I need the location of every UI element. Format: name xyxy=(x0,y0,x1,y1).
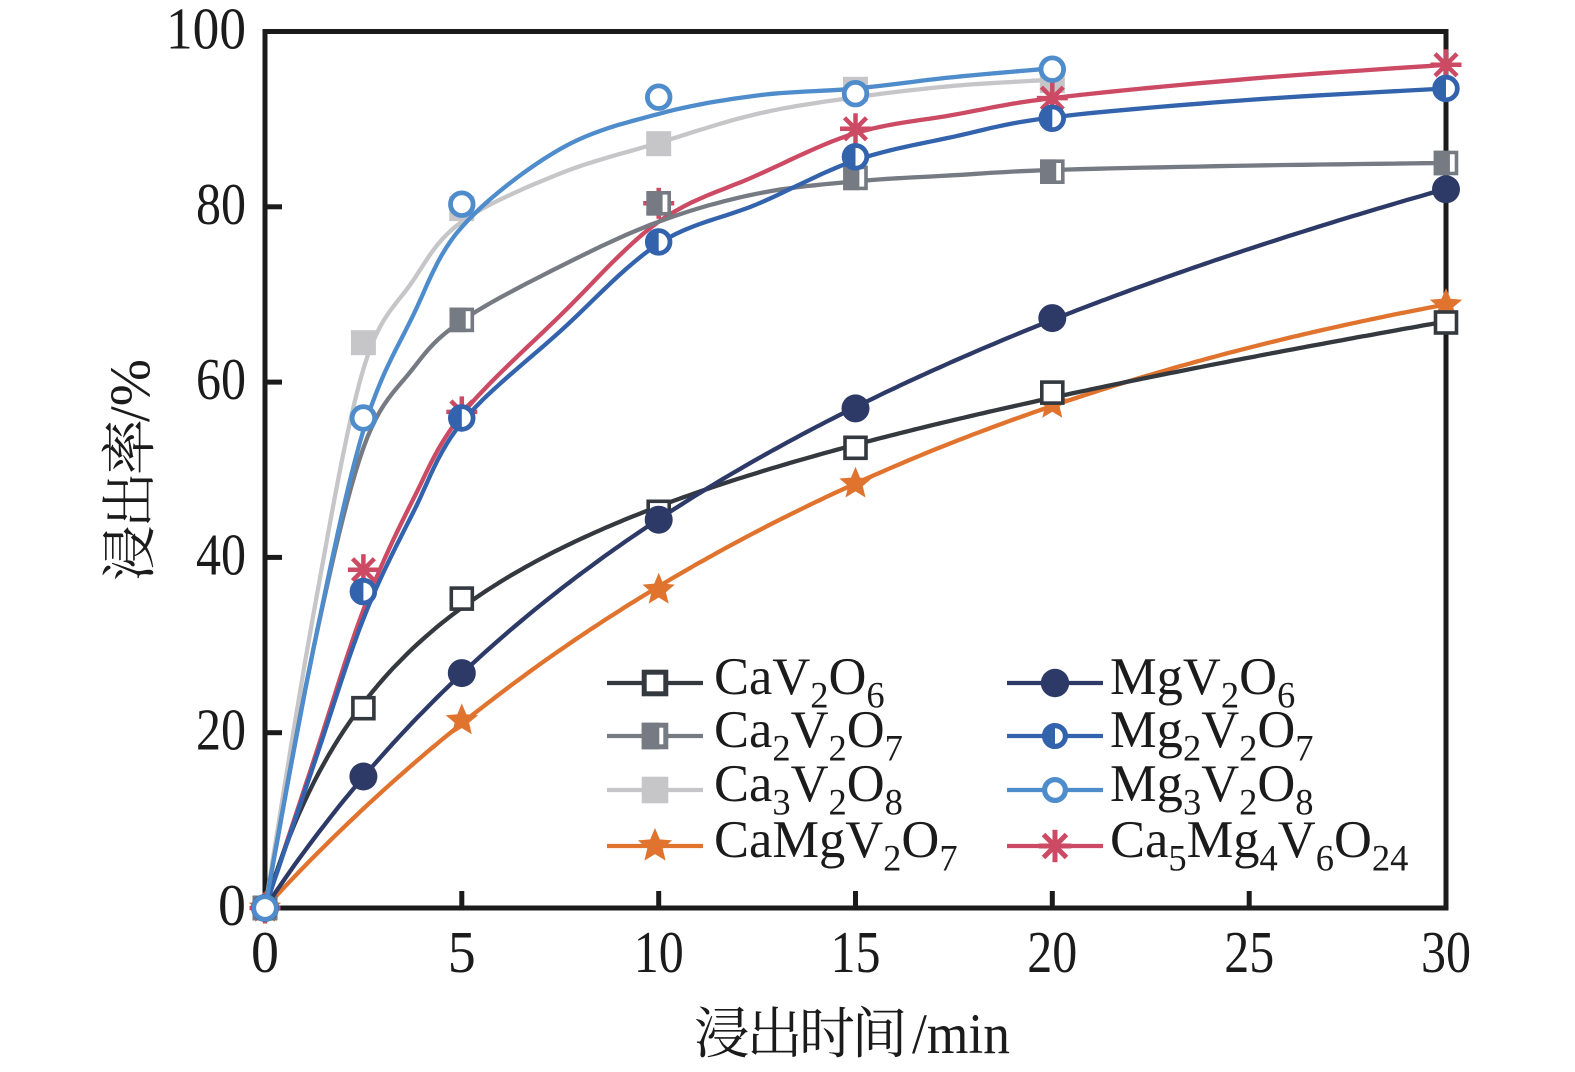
svg-text:20: 20 xyxy=(1027,919,1077,985)
svg-text:60: 60 xyxy=(196,346,246,412)
svg-text:/min: /min xyxy=(912,1003,1010,1066)
svg-text:Ca5​Mg4​V6​O24​: Ca5​Mg4​V6​O24​ xyxy=(1110,811,1408,879)
svg-text:80: 80 xyxy=(196,171,246,237)
svg-text:20: 20 xyxy=(196,697,246,763)
svg-text:0: 0 xyxy=(251,919,279,985)
svg-text:100: 100 xyxy=(166,0,246,62)
svg-text:CaMgV2​O7​: CaMgV2​O7​ xyxy=(714,811,958,879)
svg-text:30: 30 xyxy=(1421,919,1471,985)
svg-text:Mg2​V2​O7​: Mg2​V2​O7​ xyxy=(1110,701,1314,769)
svg-text:15: 15 xyxy=(831,919,881,985)
svg-text:CaV2​O6​: CaV2​O6​ xyxy=(714,648,885,716)
svg-text:10: 10 xyxy=(634,919,684,985)
svg-text:40: 40 xyxy=(196,521,246,587)
svg-text:5: 5 xyxy=(448,919,476,985)
svg-text:Ca2​V2​O7​: Ca2​V2​O7​ xyxy=(714,701,903,769)
svg-text:0: 0 xyxy=(218,872,246,938)
svg-text:/%: /% xyxy=(99,359,162,422)
svg-text:Ca3​V2​O8​: Ca3​V2​O8​ xyxy=(714,755,903,823)
svg-text:25: 25 xyxy=(1224,919,1274,985)
svg-text:MgV2​O6​: MgV2​O6​ xyxy=(1110,648,1295,716)
svg-text:Mg3​V2​O8​: Mg3​V2​O8​ xyxy=(1110,755,1314,823)
